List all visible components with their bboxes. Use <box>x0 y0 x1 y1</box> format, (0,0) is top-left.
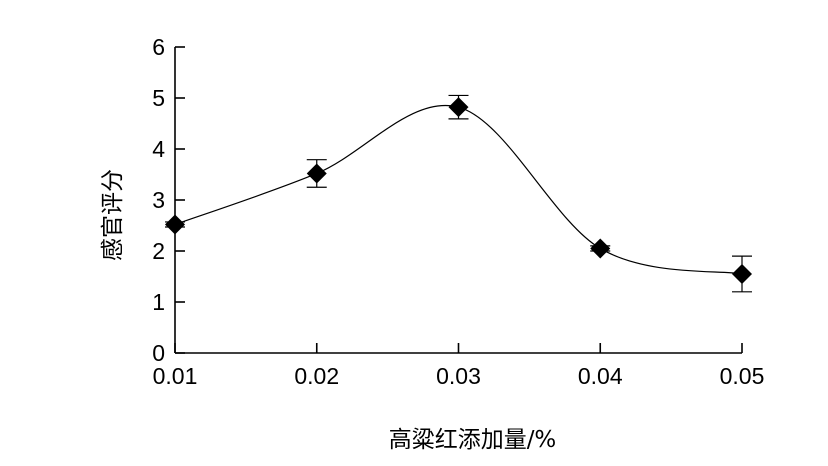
y-tick-label: 0 <box>152 340 165 366</box>
y-tick-label: 4 <box>152 136 165 162</box>
data-point-marker <box>590 238 611 259</box>
x-axis-label: 高粱红添加量/% <box>389 427 557 453</box>
data-markers <box>165 97 752 284</box>
x-tick-label: 0.05 <box>720 363 765 389</box>
data-point-marker <box>306 163 327 184</box>
y-tick-label: 1 <box>152 289 165 315</box>
y-tick-label: 3 <box>152 187 165 213</box>
x-ticks: 0.01 0.02 0.03 0.04 0.05 <box>153 343 765 389</box>
series-curve <box>174 104 743 275</box>
x-tick-label: 0.02 <box>294 363 339 389</box>
y-tick-label: 5 <box>152 85 165 111</box>
data-point-marker <box>732 263 752 284</box>
axes <box>174 47 742 354</box>
error-bars <box>165 94 752 293</box>
y-axis-label: 感官评分 <box>100 169 126 261</box>
x-tick-label: 0.03 <box>436 363 481 389</box>
x-tick-label: 0.04 <box>578 363 623 389</box>
y-tick-label: 6 <box>152 34 165 60</box>
data-point-marker <box>165 214 185 235</box>
x-tick-label: 0.01 <box>153 363 198 389</box>
data-point-marker <box>448 97 469 118</box>
y-tick-label: 2 <box>152 238 165 264</box>
y-ticks: 0 1 2 3 4 5 6 <box>152 34 185 366</box>
